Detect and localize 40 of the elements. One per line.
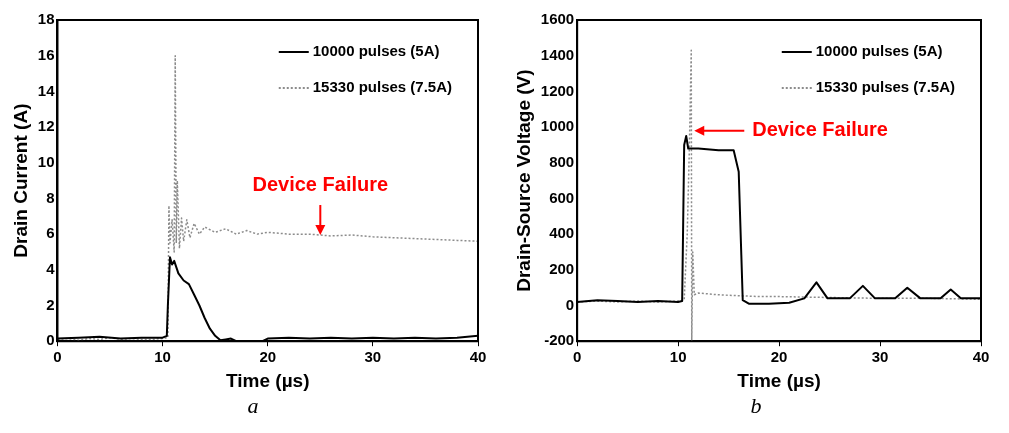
y-tick-label: 400 bbox=[549, 224, 575, 242]
text: a bbox=[246, 393, 260, 419]
x-tick-label: 40 bbox=[972, 348, 990, 366]
legend-label: 10000 pulses (5A) bbox=[815, 42, 943, 60]
y-tick-label: 200 bbox=[549, 259, 575, 277]
y-tick-label: 600 bbox=[549, 188, 575, 206]
annotation: Device Failure bbox=[752, 118, 888, 141]
x-tick-label: 40 bbox=[469, 348, 487, 366]
y-tick-label: 1000 bbox=[540, 117, 575, 135]
x-tick-label: 10 bbox=[154, 348, 171, 366]
x-tick-label: 20 bbox=[259, 348, 277, 366]
y-axis-title: Drain Current (A) bbox=[9, 103, 31, 258]
legend-label: 10000 pulses (5A) bbox=[312, 42, 440, 60]
y-tick-label: 0 bbox=[46, 331, 55, 349]
y-tick-label: 1600 bbox=[540, 10, 575, 28]
y-tick-label: 6 bbox=[46, 224, 55, 242]
text: b bbox=[749, 393, 763, 419]
x-tick-label: 10 bbox=[669, 348, 687, 366]
y-tick-label: 18 bbox=[37, 10, 55, 28]
y-tick-label: 8 bbox=[46, 188, 55, 206]
y-tick-label: 0 bbox=[565, 295, 575, 313]
x-tick-label: 30 bbox=[364, 348, 382, 366]
y-tick-label: 16 bbox=[37, 45, 55, 63]
y-tick-label: 4 bbox=[46, 259, 56, 277]
legend-label: 15330 pulses (7.5A) bbox=[815, 78, 956, 96]
y-tick-label: 10 bbox=[37, 152, 55, 170]
y-tick-label: 12 bbox=[37, 117, 55, 135]
x-tick-label: 30 bbox=[871, 348, 889, 366]
y-tick-label: 14 bbox=[37, 81, 56, 99]
y-tick-label: 800 bbox=[549, 152, 575, 170]
y-axis-title: Drain-Source Voltage (V) bbox=[512, 69, 534, 292]
x-tick-label: 20 bbox=[770, 348, 788, 366]
annotation: Device Failure bbox=[252, 172, 389, 195]
y-tick-label: 2 bbox=[46, 295, 55, 313]
y-tick-label: 1200 bbox=[540, 81, 575, 99]
x-axis-title: Time (µs) bbox=[737, 369, 821, 391]
legend-label: 15330 pulses (7.5A) bbox=[312, 78, 453, 96]
x-axis-title: Time (µs) bbox=[226, 369, 310, 391]
y-tick-label: 1400 bbox=[540, 45, 575, 63]
y-tick-label: -200 bbox=[544, 331, 575, 349]
